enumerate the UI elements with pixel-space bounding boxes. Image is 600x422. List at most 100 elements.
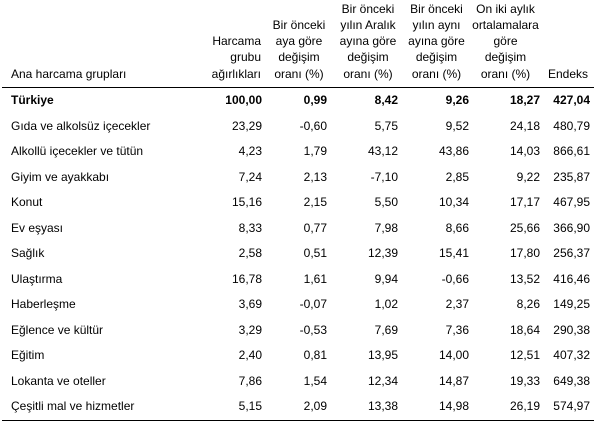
cell-12-month-average-change: 17,80 — [509, 246, 540, 260]
cell-annual-change: 2,85 — [445, 169, 469, 184]
table-row: Eğlence ve kültür 3,29 -0,53 7,69 7,36 18,64 2… — [2, 318, 594, 344]
cell-december-change: 43,12 — [367, 144, 398, 158]
cell-12-month-average-change: 12,51 — [509, 348, 540, 362]
cell-group-weight: 15,16 — [231, 195, 262, 209]
cell-group-weight: 23,29 — [231, 118, 262, 133]
cell-12-month-average-change: 17,17 — [509, 195, 540, 209]
table-row: Ev eşyası 8,33 0,77 7,98 8,66 25,66 366,90 — [2, 216, 594, 242]
cell-index: 407,32 — [553, 348, 590, 362]
cell-annual-change: 9,52 — [445, 118, 469, 133]
table-row: Çeşitli mal ve hizmetler 5,15 2,09 13,38 14,… — [2, 394, 594, 420]
row-label: Eğlence ve kültür — [11, 322, 104, 337]
cell-group-weight: 16,78 — [231, 271, 262, 286]
table-row: Sağlık 2,58 0,51 12,39 15,41 17,80 256,37 — [2, 241, 594, 267]
header-12-month-average-change: On iki aylık ortalamalara göre değişim o… — [472, 1, 539, 81]
row-label: Alkollü içecekler ve tütün — [11, 144, 144, 158]
header-expenditure-group: Ana harcama grupları — [11, 66, 127, 81]
cell-december-change: 1,02 — [374, 297, 398, 311]
header-december-change: Bir önceki yılın Aralık ayına göre değiş… — [339, 1, 397, 81]
cell-12-month-average-change: 13,52 — [509, 271, 540, 286]
cell-index: 427,04 — [553, 93, 590, 107]
table-row: Türkiye 100,00 0,99 8,42 9,26 18,27 427,04 — [2, 88, 594, 114]
cell-annual-change: 15,41 — [438, 246, 469, 260]
row-label: Türkiye — [11, 93, 54, 107]
cell-december-change: 12,39 — [367, 246, 398, 260]
cell-group-weight: 8,33 — [238, 220, 262, 235]
cell-12-month-average-change: 25,66 — [509, 220, 540, 235]
cell-index: 480,79 — [553, 118, 590, 133]
cell-monthly-change: 1,79 — [303, 144, 327, 158]
cell-group-weight: 7,86 — [238, 373, 262, 388]
cell-monthly-change: 0,51 — [303, 246, 327, 260]
table-row: Eğitim 2,40 0,81 13,95 14,00 12,51 407,32 — [2, 343, 594, 369]
cell-december-change: 9,94 — [374, 271, 398, 286]
cell-12-month-average-change: 19,33 — [509, 373, 540, 388]
cell-12-month-average-change: 18,27 — [509, 93, 540, 107]
cell-monthly-change: 2,09 — [303, 399, 327, 413]
cell-annual-change: 14,87 — [438, 373, 469, 388]
cell-group-weight: 3,69 — [238, 297, 262, 311]
cell-monthly-change: 0,99 — [303, 93, 327, 107]
cell-index: 649,38 — [553, 373, 590, 388]
cell-group-weight: 7,24 — [238, 169, 262, 184]
cell-index: 574,97 — [553, 399, 590, 413]
cell-annual-change: 7,36 — [445, 322, 469, 337]
cell-december-change: 13,38 — [367, 399, 398, 413]
cell-december-change: 5,50 — [374, 195, 398, 209]
cell-group-weight: 3,29 — [238, 322, 262, 337]
table-row: Haberleşme 3,69 -0,07 1,02 2,37 8,26 149,25 — [2, 292, 594, 318]
cell-12-month-average-change: 24,18 — [509, 118, 540, 133]
cell-monthly-change: -0,07 — [299, 297, 327, 311]
table-row: Gıda ve alkolsüz içecekler 23,29 -0,60 5,75… — [2, 114, 594, 140]
cell-group-weight: 100,00 — [225, 93, 262, 107]
cell-monthly-change: 2,15 — [303, 195, 327, 209]
cell-monthly-change: 0,77 — [303, 220, 327, 235]
cell-12-month-average-change: 9,22 — [516, 169, 540, 184]
row-label: Gıda ve alkolsüz içecekler — [11, 118, 151, 133]
cell-index: 416,46 — [553, 271, 590, 286]
header-annual-change: Bir önceki yılın aynı ayına göre değişim… — [408, 1, 465, 81]
cell-monthly-change: -0,53 — [299, 322, 327, 337]
cell-december-change: 7,98 — [374, 220, 398, 235]
cell-december-change: 13,95 — [367, 348, 398, 362]
table-row: Lokanta ve oteller 7,86 1,54 12,34 14,87 19,3… — [2, 369, 594, 395]
cell-annual-change: 9,26 — [445, 93, 469, 107]
cell-index: 467,95 — [553, 195, 590, 209]
table-row: Konut 15,16 2,15 5,50 10,34 17,17 467,95 — [2, 190, 594, 216]
row-label: Lokanta ve oteller — [11, 373, 106, 388]
cell-december-change: -7,10 — [370, 169, 398, 184]
cell-12-month-average-change: 26,19 — [509, 399, 540, 413]
row-label: Ulaştırma — [11, 271, 63, 286]
table-row: Ulaştırma 16,78 1,61 9,94 -0,66 13,52 416,46 — [2, 267, 594, 293]
cell-index: 256,37 — [553, 246, 590, 260]
cell-annual-change: 8,66 — [445, 220, 469, 235]
table-row: Alkollü içecekler ve tütün 4,23 1,79 43,12 4… — [2, 139, 594, 165]
row-label: Sağlık — [11, 246, 45, 260]
cell-index: 866,61 — [553, 144, 590, 158]
cell-monthly-change: 1,54 — [303, 373, 327, 388]
table-body: Türkiye 100,00 0,99 8,42 9,26 18,27 427,04 Gıda… — [2, 88, 594, 421]
cell-12-month-average-change: 8,26 — [516, 297, 540, 311]
cell-december-change: 8,42 — [374, 93, 398, 107]
cell-annual-change: 14,00 — [438, 348, 469, 362]
cell-annual-change: 10,34 — [438, 195, 469, 209]
cell-monthly-change: 0,81 — [303, 348, 327, 362]
cell-annual-change: 43,86 — [438, 144, 469, 158]
header-group-weight: Harcama grubu ağırlıkları — [211, 34, 261, 81]
cell-12-month-average-change: 18,64 — [509, 322, 540, 337]
row-label: Çeşitli mal ve hizmetler — [11, 399, 135, 413]
header-index: Endeks — [547, 66, 588, 81]
cell-annual-change: -0,66 — [441, 271, 469, 286]
cell-december-change: 12,34 — [367, 373, 398, 388]
cell-group-weight: 2,40 — [238, 348, 262, 362]
cell-group-weight: 2,58 — [238, 246, 262, 260]
cell-group-weight: 4,23 — [238, 144, 262, 158]
table-row: Giyim ve ayakkabı 7,24 2,13 -7,10 2,85 9,22 23… — [2, 165, 594, 191]
cell-group-weight: 5,15 — [238, 399, 262, 413]
cell-index: 149,25 — [553, 297, 590, 311]
row-label: Haberleşme — [11, 297, 76, 311]
cell-12-month-average-change: 14,03 — [509, 144, 540, 158]
header-monthly-change: Bir önceki aya göre değişim oranı (%) — [272, 17, 326, 81]
cell-monthly-change: 2,13 — [303, 169, 327, 184]
